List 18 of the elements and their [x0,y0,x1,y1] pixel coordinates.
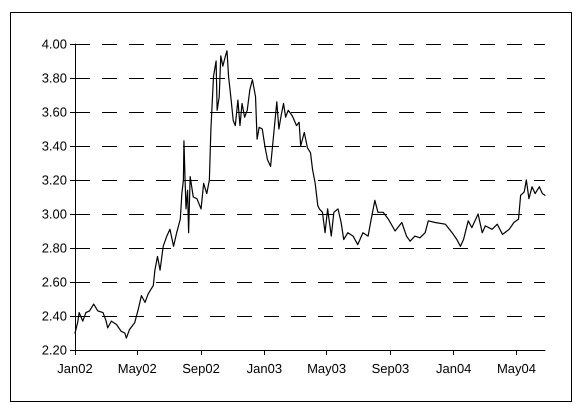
x-tick-label: May03 [307,361,346,376]
x-tick-label: May02 [118,361,157,376]
x-tick-label: Jan04 [436,361,472,376]
y-tick-label: 4.00 [42,36,67,52]
y-tick-label: 2.20 [42,342,67,358]
x-tick-label: May04 [496,361,536,376]
y-tick-label: 3.00 [42,206,67,222]
y-tick-label: 2.40 [42,308,67,324]
x-tick-label: Sep03 [372,361,410,376]
y-tick-label: 3.60 [42,104,67,120]
y-tick-label: 2.80 [42,240,67,256]
x-tick-label: Sep02 [182,361,220,376]
y-tick-label: 3.20 [42,172,67,188]
x-tick-label: Jan03 [246,361,282,376]
y-tick-label: 3.80 [42,70,67,86]
y-tick-label: 3.40 [42,138,67,154]
y-tick-label: 2.60 [42,274,67,290]
x-tick-label: Jan02 [57,361,93,376]
